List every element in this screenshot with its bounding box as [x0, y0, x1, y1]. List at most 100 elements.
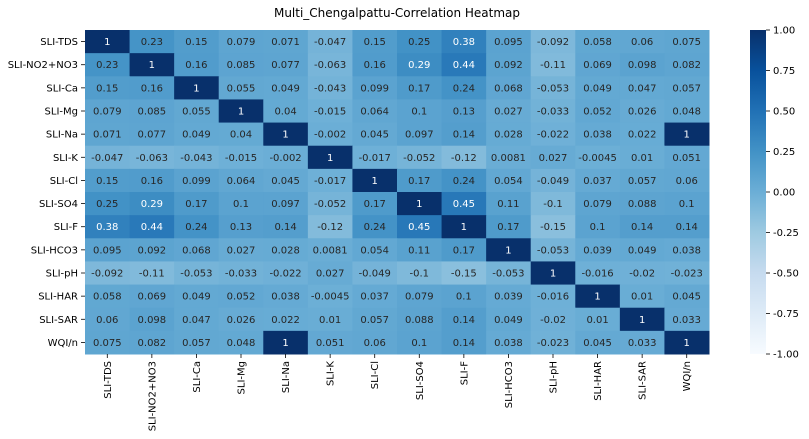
- heatmap-cell: [174, 192, 220, 216]
- cell-value-label: 0.055: [227, 83, 256, 94]
- heatmap-cell: [530, 215, 576, 239]
- heatmap-cell: [218, 238, 264, 262]
- heatmap-cell: [486, 76, 532, 100]
- cell-value-label: 0.022: [628, 130, 657, 141]
- cell-value-label: 0.25: [96, 199, 118, 210]
- cell-value-label: 0.13: [453, 107, 475, 118]
- x-tick-label: WQI/n: [682, 361, 693, 391]
- cell-value-label: 0.049: [182, 292, 211, 303]
- cell-value-label: 0.028: [271, 245, 300, 256]
- cell-value-label: 0.095: [494, 37, 523, 48]
- cell-value-label: 0.057: [672, 83, 701, 94]
- heatmap-cell: [397, 238, 443, 262]
- x-tick-label: SLI-Na: [281, 361, 292, 393]
- heatmap-cell: [352, 261, 398, 286]
- y-tick-label: SLI-K: [53, 153, 78, 164]
- cell-value-label: -0.049: [359, 269, 391, 280]
- cell-value-label: -0.023: [537, 338, 569, 349]
- cell-value-label: 0.23: [96, 60, 118, 71]
- cell-value-label: 0.038: [494, 338, 523, 349]
- heatmap-cell: [218, 122, 264, 147]
- cell-value-label: 0.1: [590, 222, 606, 233]
- cell-value-label: 0.15: [96, 83, 118, 94]
- heatmap-cell: [85, 261, 131, 286]
- cell-value-label: 0.022: [271, 315, 300, 326]
- y-tick-label: SLI-pH: [46, 269, 78, 280]
- heatmap-cell: [85, 330, 131, 355]
- cell-value-label: -0.047: [91, 153, 123, 164]
- cell-value-label: 0.45: [408, 222, 430, 233]
- cell-value-label: 0.11: [408, 245, 430, 256]
- heatmap-cell: [664, 330, 710, 355]
- heatmap-cell: [307, 261, 353, 286]
- colorbar-gradient: [750, 30, 766, 354]
- heatmap-cell: [575, 261, 621, 286]
- cell-value-label: 0.15: [364, 37, 386, 48]
- heatmap-cell: [619, 192, 665, 216]
- x-axis: SLI-TDS SLI-NO2+NO3 SLI-Ca SLI-Mg SLI-Na SLI-…: [103, 354, 693, 431]
- heatmap-cell: [575, 99, 621, 124]
- cell-value-label: 0.057: [628, 176, 657, 187]
- heatmap-cell: [486, 192, 532, 216]
- x-tick-label: SLI-HAR: [593, 361, 604, 401]
- heatmap-cell: [174, 238, 220, 262]
- cell-value-label: 0.15: [96, 176, 118, 187]
- cell-value-label: 0.24: [185, 222, 207, 233]
- heatmap-cell: [664, 99, 710, 124]
- cell-value-label: 0.16: [364, 60, 386, 71]
- heatmap-cell: [664, 261, 710, 286]
- cell-value-label: 0.047: [628, 83, 657, 94]
- cell-value-label: 0.1: [679, 199, 695, 210]
- heatmap-cell: [397, 330, 443, 355]
- cell-value-label: -0.063: [314, 60, 346, 71]
- heatmap-cell: [174, 53, 220, 77]
- heatmap-cell: [174, 168, 220, 193]
- heatmap-cell: [664, 215, 710, 239]
- x-tick-label: SLI-F: [459, 361, 470, 385]
- cell-value-label: 1: [684, 130, 690, 141]
- heatmap-cell: [530, 99, 576, 124]
- cell-value-label: 0.049: [628, 245, 657, 256]
- heatmap-cell: [397, 307, 443, 332]
- cell-value-label: -0.022: [537, 130, 569, 141]
- cell-value-label: 0.088: [405, 315, 434, 326]
- heatmap-cell: [619, 168, 665, 193]
- cell-value-label: 1: [594, 292, 600, 303]
- cell-value-label: 0.057: [360, 315, 389, 326]
- y-tick-label: SLI-SO4: [39, 199, 78, 210]
- heatmap-cell: [352, 76, 398, 100]
- heatmap-cell: [352, 215, 398, 239]
- heatmap-cell: [441, 330, 487, 355]
- cell-value-label: 1: [639, 315, 645, 326]
- heatmap-cell: [307, 168, 353, 193]
- heatmap-cell: [441, 145, 487, 170]
- cell-value-label: -0.052: [314, 199, 346, 210]
- heatmap-cell: [218, 284, 264, 309]
- heatmap-cell: [575, 30, 621, 54]
- cell-value-label: 0.17: [364, 199, 386, 210]
- cell-value-label: 0.14: [676, 222, 698, 233]
- cell-value-label: 0.026: [227, 315, 256, 326]
- heatmap-cell: [263, 330, 309, 355]
- cell-value-label: 0.16: [185, 60, 207, 71]
- cell-value-label: 1: [104, 37, 110, 48]
- cell-value-label: 0.068: [494, 83, 523, 94]
- heatmap-cell: [530, 261, 576, 286]
- heatmap-cell: [486, 330, 532, 355]
- cell-value-label: 0.085: [227, 60, 256, 71]
- heatmap-cell: [85, 122, 131, 147]
- cell-value-label: 0.071: [93, 130, 122, 141]
- heatmap-cell: [619, 307, 665, 332]
- heatmap-cell: [85, 168, 131, 193]
- cell-value-label: 0.16: [141, 83, 163, 94]
- heatmap-cell: [307, 76, 353, 100]
- heatmap-cell: [352, 30, 398, 54]
- cell-value-label: 0.045: [271, 176, 300, 187]
- cell-value-label: 0.058: [93, 292, 122, 303]
- cell-value-label: 0.088: [628, 199, 657, 210]
- heatmap-cell: [619, 238, 665, 262]
- heatmap-cell: [619, 330, 665, 355]
- cell-value-label: 0.0081: [491, 153, 526, 164]
- cell-value-label: 0.079: [405, 292, 434, 303]
- heatmap-cell: [530, 76, 576, 100]
